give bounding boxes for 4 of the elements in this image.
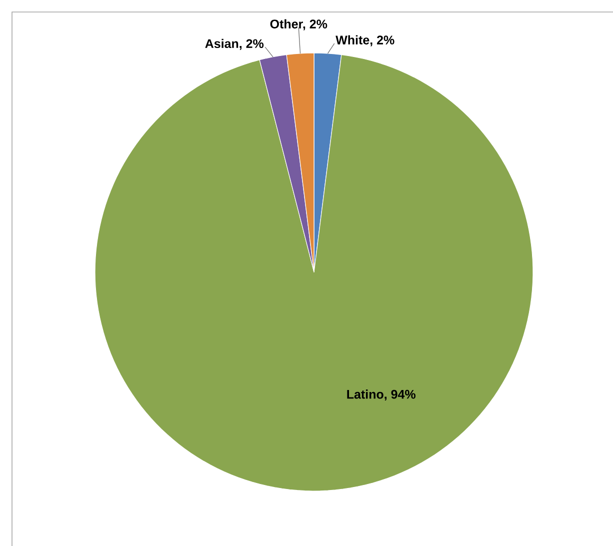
data-label: Other, 2% xyxy=(270,19,328,30)
data-label: Asian, 2% xyxy=(205,38,264,50)
data-label: White, 2% xyxy=(336,35,394,46)
data-label: Latino, 94% xyxy=(347,390,416,401)
